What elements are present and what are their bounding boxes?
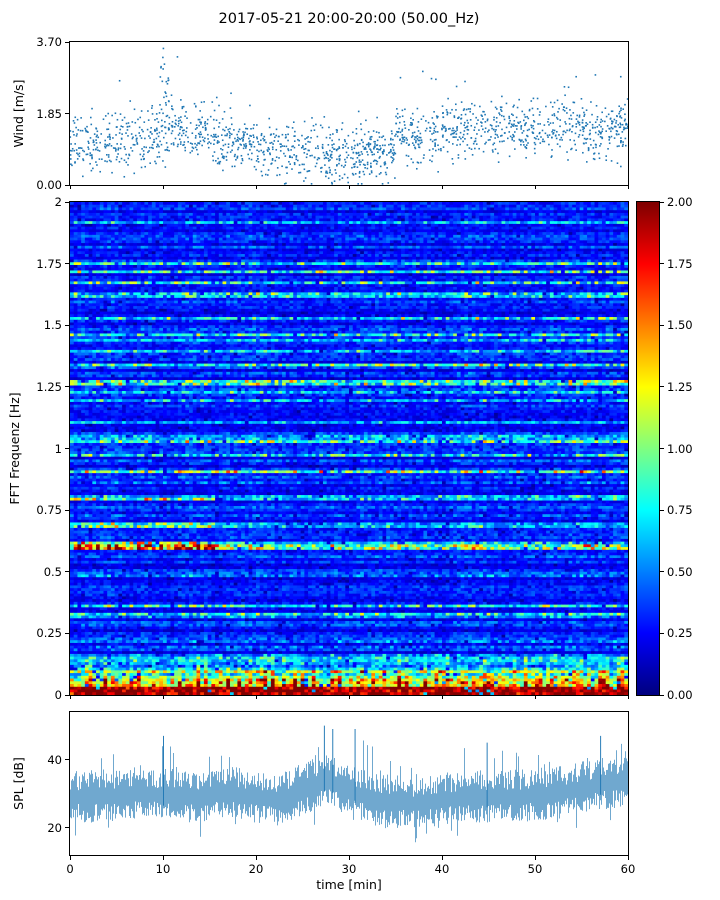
xtick-mark: [69, 696, 71, 699]
colorbar-tick-mark: [660, 324, 664, 326]
xtick-mark: [534, 696, 536, 699]
colorbar-tick-mark: [660, 694, 664, 696]
fft-ytick-label: 0: [54, 688, 62, 702]
xtick-label: 20: [248, 862, 264, 876]
xtick-mark: [162, 856, 164, 860]
xtick-mark: [627, 696, 629, 699]
fft-ytick-mark: [65, 324, 69, 326]
fft-ytick-label: 0.75: [36, 503, 62, 518]
xtick-mark: [441, 696, 443, 699]
wind-ytick-label: 1.85: [36, 106, 62, 121]
xtick-mark: [69, 186, 71, 189]
spl-ytick-label: 20: [47, 820, 62, 835]
xtick-mark: [162, 186, 164, 189]
wind-ytick-mark: [65, 113, 69, 114]
xtick-mark: [255, 696, 257, 699]
spectrogram-heatmap: [70, 202, 628, 695]
fft-ytick-mark: [65, 448, 69, 449]
xtick-mark: [348, 186, 350, 189]
colorbar-tick-mark: [660, 509, 664, 511]
xtick-mark: [441, 856, 443, 860]
wind-ytick-mark: [65, 184, 69, 186]
xtick-mark: [69, 856, 71, 860]
figure-title: 2017-05-21 20:00-20:00 (50.00_Hz): [218, 11, 480, 27]
fft-ytick-mark: [65, 632, 69, 634]
xtick-mark: [348, 856, 350, 860]
xtick-mark: [255, 186, 257, 189]
xtick-mark: [348, 696, 350, 699]
fft-ytick-mark: [65, 386, 69, 388]
spl-ytick-mark: [65, 759, 69, 761]
xtick-mark: [534, 856, 536, 860]
wind-scatter-plot: [70, 42, 628, 185]
xtick-mark: [255, 856, 257, 860]
colorbar-tick-mark: [660, 632, 664, 634]
colorbar-tick-mark: [660, 448, 664, 449]
fft-ytick-label: 1.5: [43, 318, 62, 333]
xtick-label: 0: [66, 862, 74, 876]
fft-ytick-label: 0.5: [43, 564, 62, 579]
xtick-mark: [627, 856, 629, 860]
fft-ytick-mark: [65, 571, 69, 573]
fft-ytick-label: 0.25: [36, 626, 62, 641]
wind-ytick-mark: [65, 41, 69, 43]
fft-ytick-mark: [65, 509, 69, 511]
xtick-label: 40: [434, 862, 450, 876]
colorbar-tick-label: 2.00: [667, 195, 693, 209]
colorbar-tick-label: 1.25: [667, 379, 693, 394]
colorbar-tick-mark: [660, 263, 664, 265]
colorbar-tick-mark: [660, 201, 664, 203]
spl-ytick-mark: [65, 827, 69, 829]
fft-ytick-mark: [65, 263, 69, 265]
spl-axes: [69, 711, 629, 856]
xtick-mark: [627, 186, 629, 189]
wind-ytick-label: 3.70: [36, 35, 62, 49]
fft-ytick-label: 1.75: [36, 256, 62, 271]
colorbar-tick-label: 0.50: [667, 564, 693, 579]
xtick-label: 60: [620, 862, 636, 876]
colorbar-tick-label: 1.75: [667, 256, 693, 271]
colorbar-tick-label: 1.50: [667, 318, 693, 333]
spl-ytick-label: 40: [47, 752, 62, 767]
xtick-mark: [162, 696, 164, 699]
xtick-label: 50: [527, 862, 543, 876]
colorbar-tick-label: 1.00: [667, 441, 693, 456]
fft-ytick-label: 1.25: [36, 379, 62, 394]
xtick-label: 10: [155, 862, 171, 876]
fft-ytick-mark: [65, 694, 69, 696]
xtick-mark: [441, 186, 443, 189]
colorbar-tick-mark: [660, 571, 664, 573]
wind-ytick-label: 0.00: [36, 178, 62, 192]
colorbar-tick-mark: [660, 386, 664, 388]
colorbar-tick-label: 0.75: [667, 503, 693, 518]
spectrogram-axes: [69, 201, 629, 696]
xtick-mark: [534, 186, 536, 189]
colorbar-gradient: [637, 202, 659, 695]
colorbar-tick-label: 0.00: [667, 688, 693, 702]
wind-scatter-axes: [69, 41, 629, 186]
spl-line-plot: [70, 712, 628, 855]
fft-ytick-mark: [65, 201, 69, 203]
colorbar-tick-label: 0.25: [667, 626, 693, 641]
colorbar: [636, 201, 660, 696]
xtick-label: 30: [341, 862, 357, 876]
fft-ytick-label: 2: [54, 195, 62, 209]
x-axis-label: time [min]: [316, 877, 382, 892]
fft-ytick-label: 1: [54, 441, 62, 456]
